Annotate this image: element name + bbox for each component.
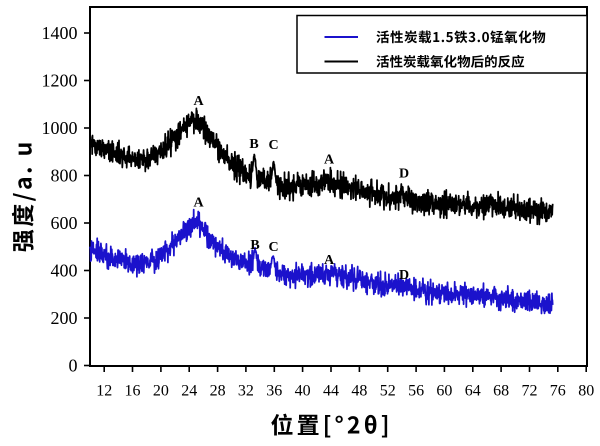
svg-text:40: 40 — [295, 383, 311, 400]
svg-text:B: B — [249, 137, 258, 152]
svg-text:60: 60 — [436, 383, 452, 400]
svg-text:400: 400 — [51, 261, 78, 281]
svg-text:80: 80 — [578, 383, 594, 400]
svg-text:56: 56 — [408, 383, 424, 400]
svg-text:28: 28 — [210, 383, 226, 400]
svg-text:D: D — [399, 167, 409, 182]
svg-text:800: 800 — [51, 166, 78, 186]
svg-text:A: A — [324, 253, 335, 268]
svg-text:16: 16 — [125, 383, 141, 400]
svg-text:600: 600 — [51, 213, 78, 233]
svg-text:A: A — [193, 94, 204, 109]
svg-text:44: 44 — [323, 383, 339, 400]
svg-text:32: 32 — [238, 383, 254, 400]
svg-text:12: 12 — [96, 383, 112, 400]
svg-text:1400: 1400 — [42, 23, 78, 43]
svg-text:72: 72 — [522, 383, 538, 400]
svg-text:A: A — [193, 196, 204, 211]
svg-text:24: 24 — [181, 383, 197, 400]
svg-text:68: 68 — [493, 383, 509, 400]
svg-text:48: 48 — [351, 383, 367, 400]
svg-text:1000: 1000 — [42, 118, 78, 138]
svg-text:52: 52 — [380, 383, 396, 400]
svg-text:B: B — [250, 238, 259, 253]
svg-text:20: 20 — [153, 383, 169, 400]
svg-text:0: 0 — [69, 356, 78, 376]
svg-text:C: C — [268, 138, 278, 153]
svg-text:76: 76 — [550, 383, 566, 400]
svg-text:D: D — [399, 268, 409, 283]
svg-text:36: 36 — [266, 383, 282, 400]
svg-text:200: 200 — [51, 308, 78, 328]
svg-text:64: 64 — [465, 383, 481, 400]
svg-text:A: A — [324, 153, 335, 168]
svg-text:C: C — [268, 240, 278, 255]
svg-text:1200: 1200 — [42, 71, 78, 91]
